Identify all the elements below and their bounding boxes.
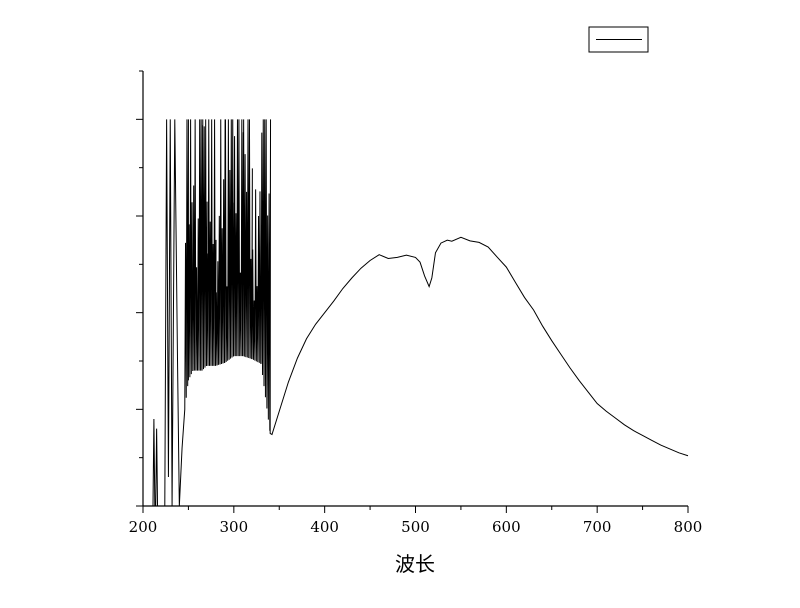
- tick-labels: 200 300 400 500 600 700 800: [129, 518, 703, 536]
- x-tick-label: 300: [220, 518, 249, 536]
- x-axis-title: 波长: [395, 552, 435, 576]
- ticks: [136, 70, 689, 513]
- x-tick-label: 700: [583, 518, 612, 536]
- x-tick-label: 600: [492, 518, 521, 536]
- series-line: [152, 119, 689, 507]
- x-tick-label: 200: [129, 518, 158, 536]
- x-tick-label: 800: [674, 518, 703, 536]
- x-tick-label: 400: [310, 518, 339, 536]
- x-tick-label: 500: [401, 518, 430, 536]
- legend: [588, 26, 649, 53]
